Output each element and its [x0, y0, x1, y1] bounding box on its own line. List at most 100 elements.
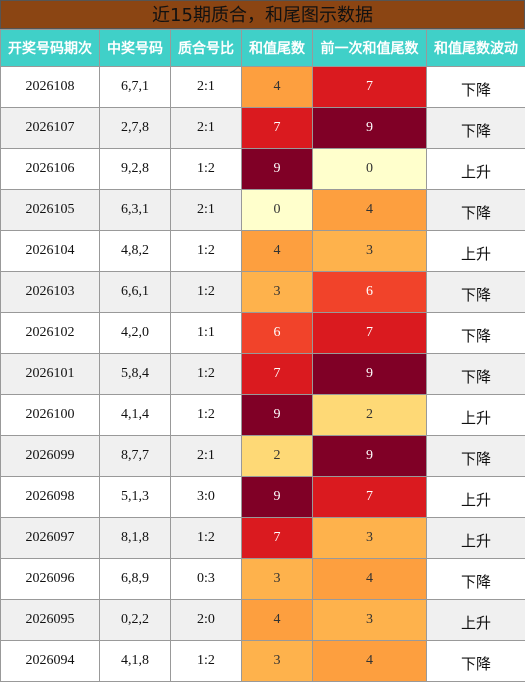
table-cell: 2026106 — [1, 149, 100, 190]
table-cell: 3 — [313, 600, 427, 641]
table-cell: 3 — [313, 518, 427, 559]
table-cell: 7 — [313, 477, 427, 518]
table-cell: 9 — [242, 477, 313, 518]
table-cell: 1:2 — [171, 149, 242, 190]
column-header: 质合号比 — [171, 30, 242, 67]
page: 近15期质合，和尾图示数据 开奖号码期次中奖号码质合号比和值尾数前一次和值尾数和… — [0, 0, 525, 620]
table-cell: 2026097 — [1, 518, 100, 559]
trend-cell: 下降 — [427, 313, 525, 354]
trend-cell: 下降 — [427, 67, 525, 108]
table-cell: 1:2 — [171, 231, 242, 272]
column-header: 开奖号码期次 — [1, 30, 100, 67]
table-cell: 6,6,1 — [100, 272, 171, 313]
header-row: 开奖号码期次中奖号码质合号比和值尾数前一次和值尾数和值尾数波动 — [1, 30, 525, 67]
table-cell: 2:0 — [171, 600, 242, 641]
table-cell: 0 — [313, 149, 427, 190]
table-cell: 3:0 — [171, 477, 242, 518]
table-cell: 7 — [313, 67, 427, 108]
table-cell: 4 — [242, 231, 313, 272]
table-cell: 4,2,0 — [100, 313, 171, 354]
table-cell: 2026096 — [1, 559, 100, 600]
table-cell: 2026108 — [1, 67, 100, 108]
table-cell: 9 — [313, 436, 427, 477]
table-cell: 4,1,4 — [100, 395, 171, 436]
table-cell: 5,8,4 — [100, 354, 171, 395]
table-cell: 6,7,1 — [100, 67, 171, 108]
table-cell: 2026100 — [1, 395, 100, 436]
table-cell: 4 — [313, 559, 427, 600]
table-cell: 2026102 — [1, 313, 100, 354]
table-cell: 9,2,8 — [100, 149, 171, 190]
table-cell: 2026107 — [1, 108, 100, 149]
table-cell: 9 — [313, 354, 427, 395]
table-cell: 7 — [313, 313, 427, 354]
trend-cell: 下降 — [427, 354, 525, 395]
trend-cell: 下降 — [427, 108, 525, 149]
table-cell: 4 — [242, 600, 313, 641]
table-cell: 3 — [242, 641, 313, 682]
table-cell: 2026101 — [1, 354, 100, 395]
column-header: 前一次和值尾数 — [313, 30, 427, 67]
table-cell: 2026104 — [1, 231, 100, 272]
table-cell: 1:2 — [171, 395, 242, 436]
table-cell: 1:1 — [171, 313, 242, 354]
trend-cell: 上升 — [427, 477, 525, 518]
table-cell: 2026105 — [1, 190, 100, 231]
table-cell: 2026103 — [1, 272, 100, 313]
table-cell: 1:2 — [171, 272, 242, 313]
table-cell: 9 — [242, 149, 313, 190]
table-cell: 0:3 — [171, 559, 242, 600]
table-cell: 2 — [313, 395, 427, 436]
table-cell: 2:1 — [171, 108, 242, 149]
trend-cell: 下降 — [427, 190, 525, 231]
trend-cell: 下降 — [427, 272, 525, 313]
trend-cell: 下降 — [427, 641, 525, 682]
table-cell: 7 — [242, 108, 313, 149]
table-cell: 2:1 — [171, 190, 242, 231]
table-cell: 6 — [313, 272, 427, 313]
table-cell: 5,1,3 — [100, 477, 171, 518]
table-cell: 3 — [242, 559, 313, 600]
table-cell: 9 — [242, 395, 313, 436]
title: 近15期质合，和尾图示数据 — [0, 0, 525, 29]
table-cell: 0,2,2 — [100, 600, 171, 641]
column-header: 和值尾数 — [242, 30, 313, 67]
table-cell: 6,3,1 — [100, 190, 171, 231]
table-cell: 2026095 — [1, 600, 100, 641]
table-cell: 3 — [313, 231, 427, 272]
column-header: 和值尾数波动 — [427, 30, 525, 67]
table-cell: 2026099 — [1, 436, 100, 477]
table-cell: 1:2 — [171, 641, 242, 682]
table-cell: 4 — [242, 67, 313, 108]
table-cell: 2:1 — [171, 67, 242, 108]
table-cell: 3 — [242, 272, 313, 313]
table-cell: 8,7,7 — [100, 436, 171, 477]
table-cell: 2,7,8 — [100, 108, 171, 149]
table-cell: 6 — [242, 313, 313, 354]
column-header: 中奖号码 — [100, 30, 171, 67]
table-cell: 7 — [242, 518, 313, 559]
table-cell: 8,1,8 — [100, 518, 171, 559]
table-cell: 2026098 — [1, 477, 100, 518]
table-cell: 0 — [242, 190, 313, 231]
table-cell: 1:2 — [171, 354, 242, 395]
table-cell: 4,1,8 — [100, 641, 171, 682]
table-cell: 1:2 — [171, 518, 242, 559]
